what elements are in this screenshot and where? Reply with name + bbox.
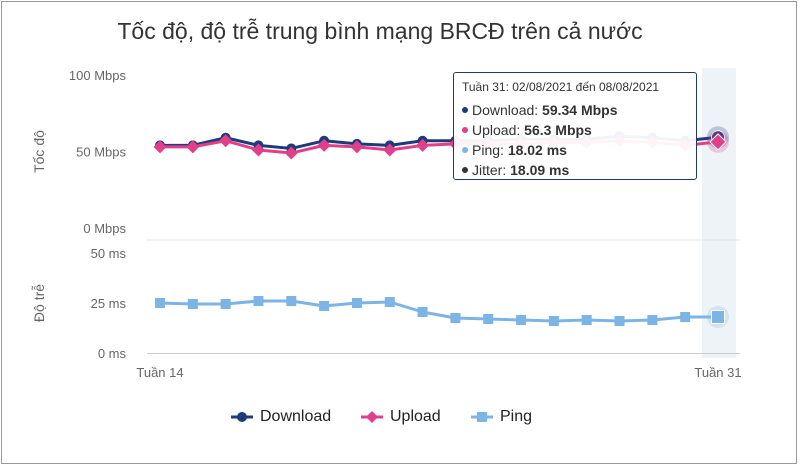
tooltip-label: Upload: [472,122,521,138]
data-point-ping [516,315,527,325]
legend-label: Ping [500,408,533,425]
ping-line-square-icon [471,412,493,422]
y-tick-label: 0 Mbps [83,221,126,236]
tooltip-row-upload: Upload: 56.3 Mbps [462,120,688,140]
y-tick-label: 50 Mbps [76,145,126,160]
tooltip-row-jitter: Jitter: 18.09 ms [462,160,688,180]
data-point-ping [614,316,625,326]
legend-label: Upload [390,408,441,425]
data-point-upload [153,140,167,154]
series-line-ping [159,299,719,323]
data-point-ping [450,313,461,323]
tooltip: Tuần 31: 02/08/2021 đến 08/08/2021 Downl… [453,72,697,180]
data-point-ping [647,315,658,325]
y-tick-label: 100 Mbps [69,68,127,83]
download-dot-icon [462,107,468,113]
data-point-ping [384,297,395,307]
download-line-circle-icon [231,412,253,422]
legend-item-ping[interactable]: Ping [470,404,532,430]
data-point-ping [155,298,165,308]
data-point-upload [219,134,233,148]
data-point-ping [220,299,231,309]
ping-dot-icon [462,147,468,153]
tooltip-value: 59.34 Mbps [542,102,618,118]
data-point-upload [350,140,364,154]
tooltip-label: Ping: [472,142,504,158]
legend-item-upload[interactable]: Upload [360,404,441,430]
data-point-upload [416,138,430,152]
data-point-upload [186,140,200,154]
data-point-ping [351,298,362,308]
data-point-ping [187,299,198,309]
data-point-upload [284,146,298,160]
tooltip-value: 56.3 Mbps [524,122,592,138]
x-tick-label: Tuần 14 [136,365,183,380]
y-axis-title: Độ trễ [31,284,47,322]
data-point-ping [680,312,691,322]
legend: Download Upload Ping [0,404,800,430]
y-tick-label: 25 ms [91,296,127,311]
data-point-upload [251,143,265,157]
data-point-ping [711,309,725,324]
hover-highlight-band [702,68,736,358]
tooltip-header: Tuần 31: 02/08/2021 đến 08/08/2021 [462,80,660,94]
chart-title: Tốc độ, độ trễ trung bình mạng BRCĐ trên… [117,18,643,44]
tooltip-label: Download: [472,102,539,118]
tooltip-row-ping: Ping: 18.02 ms [462,140,688,160]
tooltip-label: Jitter: [472,162,507,178]
tooltip-value: 18.02 ms [507,142,567,158]
data-point-upload [317,138,331,152]
data-point-upload [709,133,727,151]
data-point-ping [319,301,330,311]
data-point-ping [581,315,592,325]
y-tick-label: 0 ms [98,346,127,361]
tooltip-row-download: Download: 59.34 Mbps [462,100,688,120]
legend-item-download[interactable]: Download [230,404,331,430]
legend-label: Download [260,408,332,425]
y-tick-label: 50 ms [91,246,127,261]
data-point-ping [253,296,264,306]
jitter-dot-icon [462,167,468,173]
data-point-ping [548,316,559,326]
data-point-ping [286,296,297,306]
data-point-upload [383,143,397,157]
upload-line-diamond-icon [361,411,383,423]
y-axis-title: Tốc độ [31,130,47,173]
data-point-ping [483,314,494,324]
upload-dot-icon [462,127,468,133]
tooltip-value: 18.09 ms [510,162,570,178]
data-point-ping [417,307,428,317]
x-tick-label: Tuần 31 [694,365,741,380]
